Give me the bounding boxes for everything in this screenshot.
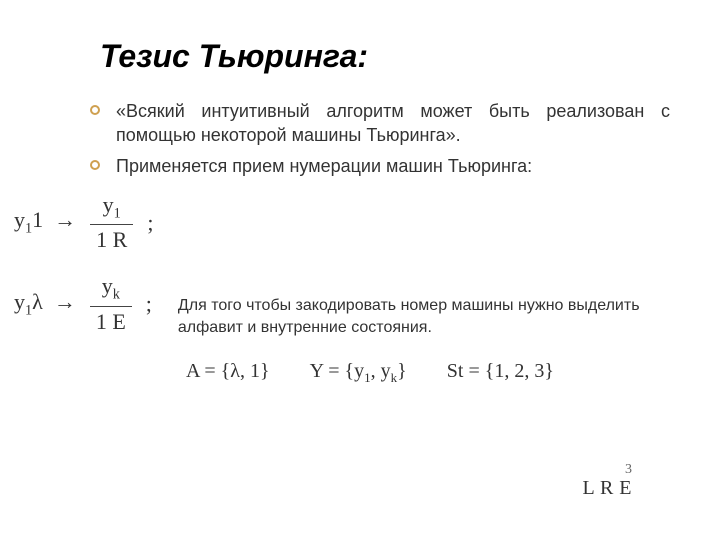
set-St: St = {1, 2, 3}: [447, 360, 554, 386]
numerator: yk: [96, 273, 126, 305]
slide-container: Тезис Тьюринга: «Всякий интуитивный алго…: [0, 0, 720, 540]
set-text: Y = {y: [310, 360, 365, 382]
fraction: yk 1 E: [86, 273, 136, 334]
bullet-list: «Всякий интуитивный алгоритм может быть …: [90, 99, 670, 178]
var: y: [14, 289, 25, 314]
bullet-item: «Всякий интуитивный алгоритм может быть …: [90, 99, 670, 148]
formula-lhs: y1λ →: [14, 289, 76, 319]
set-text: }: [397, 360, 407, 382]
formula-2: y1λ → yk 1 E ;: [14, 273, 152, 334]
set-Y: Y = {y1, yk}: [310, 360, 407, 386]
page-number: 3: [625, 462, 632, 478]
var: 1: [32, 207, 43, 232]
denominator: 1 R: [90, 224, 133, 253]
semicolon: ;: [146, 291, 152, 317]
var: y: [103, 192, 114, 217]
denominator: 1 E: [90, 306, 132, 335]
encoding-note: Для того чтобы закодировать номер машины…: [178, 295, 670, 338]
var: y: [14, 207, 25, 232]
semicolon: ;: [147, 210, 153, 236]
lre-label: L R E: [582, 477, 632, 500]
formula-note-row: y1λ → yk 1 E ; Для того чтобы закодирова…: [50, 257, 670, 338]
numerator: y1: [97, 192, 127, 224]
fraction: y1 1 R: [86, 192, 137, 253]
sets-row: A = {λ, 1} Y = {y1, yk} St = {1, 2, 3}: [50, 360, 670, 386]
slide-title: Тезис Тьюринга:: [100, 38, 670, 75]
formula-lhs: y11 →: [14, 207, 76, 237]
subscript: k: [113, 287, 120, 303]
bullet-item: Применяется прием нумерации машин Тьюрин…: [90, 154, 670, 178]
formula-1: y11 → y1 1 R ;: [14, 192, 670, 253]
var: y: [102, 273, 113, 298]
subscript: 1: [114, 205, 121, 221]
set-text: , y: [371, 360, 391, 382]
var: λ: [32, 289, 43, 314]
set-A: A = {λ, 1}: [186, 360, 270, 386]
